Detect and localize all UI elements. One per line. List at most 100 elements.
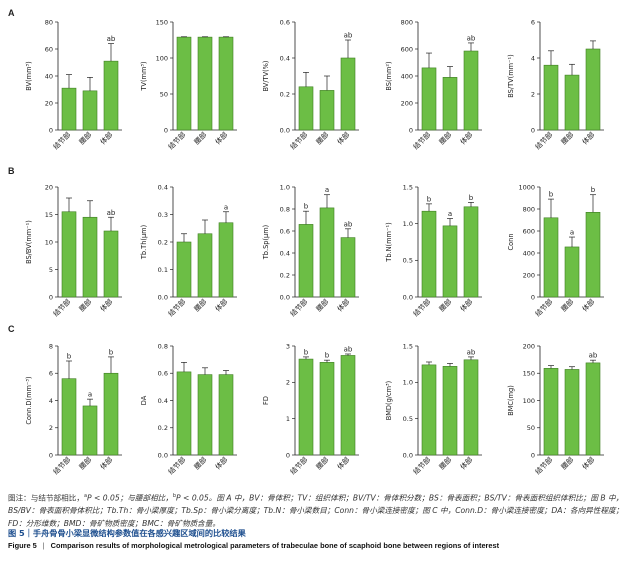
- chart-14-y-tick-label: 1.0: [403, 379, 413, 387]
- chart-9-x-tick-label: 体部: [458, 297, 474, 313]
- chart-9-sig-label: a: [448, 210, 452, 218]
- chart-14-x-tick-label: 腰部: [437, 455, 453, 471]
- chart-9-x-tick-label: 腰部: [437, 297, 453, 313]
- chart-5-y-tick-label: 2: [531, 90, 535, 98]
- chart-2-y-label: TV(mm³): [140, 61, 148, 91]
- chart-8-y-tick-label: 1.0: [280, 183, 290, 191]
- chart-6-y-tick-label: 15: [45, 211, 53, 219]
- chart-12-x-tick-label: 结节部: [166, 455, 187, 476]
- chart-7-bar: [176, 241, 192, 298]
- chart-3-y-label: BV/TV(%): [262, 60, 270, 91]
- chart-6-x-tick-label: 体部: [98, 297, 114, 313]
- chart-6-y-label: BS/BV(mm⁻¹): [25, 220, 33, 264]
- chart-11-y-label: Conn.D(mm⁻³): [25, 376, 33, 424]
- chart-14-bar: [442, 366, 458, 456]
- chart-7-y-tick-label: 0.1: [158, 266, 168, 274]
- chart-11-x-tick-label: 腰部: [77, 455, 93, 471]
- chart-6-x-tick-label: 腰部: [77, 297, 93, 313]
- chart-3-bar: [319, 90, 335, 131]
- chart-1-y-tick-label: 0: [49, 126, 53, 134]
- chart-14-y-tick-label: 1.5: [403, 342, 413, 350]
- chart-4-y-tick-label: 800: [401, 18, 413, 26]
- chart-1-y-tick-label: 20: [45, 99, 53, 107]
- chart-1-y-tick-label: 40: [45, 72, 53, 80]
- chart-6-bar: [103, 230, 119, 298]
- chart-8-y-tick-label: 0.6: [280, 227, 290, 235]
- chart-6-y-tick-label: 10: [45, 238, 53, 246]
- panel-label-B: B: [8, 166, 15, 176]
- chart-13-bar: [298, 358, 314, 456]
- chart-3-x-tick-label: 结节部: [288, 130, 309, 151]
- chart-2-y-tick-label: 150: [156, 18, 168, 26]
- chart-8-sig-label: a: [325, 186, 329, 194]
- chart-15-sig-label: ab: [589, 352, 598, 360]
- chart-11-y-tick-label: 2: [49, 424, 53, 432]
- chart-6-x-tick-label: 结节部: [51, 297, 72, 318]
- chart-12-bar: [176, 371, 192, 456]
- chart-4-x-tick-label: 腰部: [437, 130, 453, 146]
- chart-13-sig-label: ab: [344, 345, 353, 353]
- chart-11-sig-label: b: [67, 352, 72, 360]
- chart-8-y-tick-label: 0.2: [280, 271, 290, 279]
- chart-12-x-tick-label: 腰部: [192, 455, 208, 471]
- chart-14-x-tick-label: 体部: [458, 455, 474, 471]
- chart-3-x-tick-label: 体部: [335, 130, 351, 146]
- chart-13-sig-label: b: [325, 352, 330, 360]
- chart-9-sig-label: b: [469, 194, 474, 202]
- chart-11-y-tick-label: 8: [49, 342, 53, 350]
- chart-13-y-tick-label: 1: [286, 415, 290, 423]
- chart-3-y-tick-label: 0.6: [280, 18, 290, 26]
- chart-6-y-tick-label: 5: [49, 266, 53, 274]
- chart-1-bar: [82, 90, 98, 131]
- chart-1-x-tick-label: 腰部: [77, 130, 93, 146]
- chart-7-bar: [218, 222, 234, 298]
- chart-10-x-tick-label: 体部: [580, 297, 596, 313]
- chart-15-x-tick-label: 结节部: [533, 455, 554, 476]
- chart-8-bar: [319, 207, 335, 298]
- chart-7-y-tick-label: 0.4: [158, 183, 168, 191]
- chart-4-y-label: BS(mm²): [385, 61, 393, 90]
- chart-9-bar: [463, 206, 479, 298]
- chart-8-sig-label: b: [304, 203, 309, 211]
- chart-15-y-tick-label: 50: [527, 424, 535, 432]
- chart-13-bar: [340, 355, 356, 456]
- chart-10-bar: [543, 217, 559, 298]
- chart-7-sig-label: a: [224, 203, 228, 211]
- chart-4-bar: [463, 50, 479, 131]
- chart-1-sig-label: ab: [107, 35, 116, 43]
- figure-title-en: Figure 5 | Comparison results of morpholog…: [8, 541, 500, 550]
- chart-9-y-tick-label: 1.0: [403, 220, 413, 228]
- chart-13-y-tick-label: 3: [286, 342, 290, 350]
- chart-2-y-tick-label: 0: [164, 126, 168, 134]
- chart-5-bar: [585, 48, 601, 131]
- chart-2-x-tick-label: 体部: [213, 130, 229, 146]
- chart-8-sig-label: ab: [344, 220, 353, 228]
- chart-10-y-tick-label: 200: [523, 271, 535, 279]
- chart-14-y-tick-label: 0.0: [403, 451, 413, 459]
- chart-2-bar: [218, 36, 234, 131]
- chart-12-y-label: DA: [140, 395, 148, 405]
- chart-1-y-label: BV(mm³): [25, 61, 33, 90]
- chart-11-y-tick-label: 0: [49, 451, 53, 459]
- chart-10-y-tick-label: 1000: [518, 183, 535, 191]
- chart-9-x-tick-label: 结节部: [411, 297, 432, 318]
- chart-10-x-tick-label: 结节部: [533, 297, 554, 318]
- chart-10-y-label: Conn: [507, 234, 515, 251]
- chart-8-x-tick-label: 体部: [335, 297, 351, 313]
- chart-15-y-tick-label: 150: [523, 370, 535, 378]
- chart-6-y-tick-label: 20: [45, 183, 53, 191]
- chart-11-bar: [82, 405, 98, 456]
- chart-2-y-tick-label: 50: [160, 90, 168, 98]
- chart-14-bar: [463, 359, 479, 456]
- chart-12-bar: [197, 374, 213, 456]
- chart-14-bar: [421, 364, 437, 456]
- chart-12-y-tick-label: 0.6: [158, 370, 168, 378]
- chart-1-y-tick-label: 60: [45, 45, 53, 53]
- chart-11-sig-label: a: [88, 391, 92, 399]
- chart-11-x-tick-label: 体部: [98, 455, 114, 471]
- chart-15-bar: [543, 368, 559, 456]
- chart-5-y-tick-label: 6: [531, 18, 535, 26]
- chart-12-y-tick-label: 0.4: [158, 397, 168, 405]
- figure-title-zh: 图 5｜手舟骨骨小梁显微结构参数值在各感兴趣区域间的比较结果: [8, 528, 246, 538]
